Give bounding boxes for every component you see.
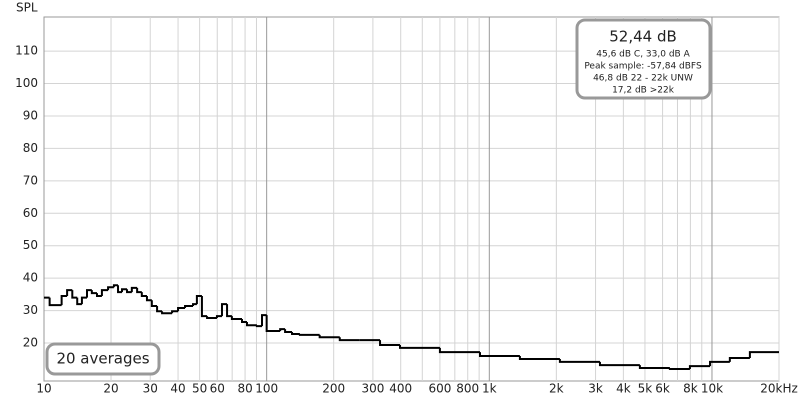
x-tick-label: 800: [456, 382, 479, 396]
x-tick-label: 20: [103, 382, 118, 396]
spl-step: [200, 296, 208, 318]
x-tick-label: 40: [170, 382, 185, 396]
spl-step: [60, 295, 68, 306]
x-tick-label: 6k: [655, 382, 670, 396]
spl-step: [748, 351, 779, 358]
spl-step: [668, 367, 690, 370]
spl-step: [100, 289, 109, 297]
y-tick-label: 110: [15, 44, 38, 58]
spl-step: [518, 356, 560, 360]
spl-step: [598, 361, 640, 367]
spl-step: [255, 325, 263, 328]
x-tick-label: 5k: [638, 382, 653, 396]
spl-step: [709, 360, 730, 367]
x-tick-label: 4k: [616, 382, 631, 396]
x-tick-label: 50: [192, 382, 207, 396]
x-tick-label: 60: [210, 382, 225, 396]
y-axis-label: SPL: [16, 1, 38, 15]
x-tick-label: 80: [237, 382, 252, 396]
spl-step: [184, 305, 194, 309]
spl-step: [126, 289, 132, 294]
spl-step: [230, 316, 243, 321]
spl-step: [120, 288, 128, 293]
spl-step: [140, 292, 147, 298]
info-line: 17,2 dB >22k: [612, 86, 675, 96]
spl-step: [478, 352, 520, 358]
spl-step: [112, 284, 119, 288]
spl-step: [145, 296, 152, 302]
y-tick-label: 30: [23, 303, 38, 317]
spl-step: [71, 290, 78, 299]
x-tick-label: 200: [322, 382, 345, 396]
x-tick-label: 600: [428, 382, 451, 396]
info-line: Peak sample: -57,84 dBFS: [584, 62, 702, 72]
x-tick-label: 3k: [588, 382, 603, 396]
spl-step: [161, 311, 173, 315]
spl-step: [338, 337, 360, 342]
spl-step: [136, 287, 142, 294]
spl-step: [117, 285, 122, 294]
averages-box: [45, 342, 161, 376]
spl-step: [438, 347, 480, 354]
spl-step: [156, 306, 163, 313]
info-line: 46,8 dB 22 - 22k UNW: [593, 74, 693, 84]
x-tick-label: 10k: [701, 382, 723, 396]
spl-step: [245, 321, 257, 327]
info-box: [575, 18, 712, 100]
y-tick-label: 100: [15, 76, 38, 90]
spl-step: [220, 303, 228, 317]
spl-step: [226, 304, 232, 318]
spl-step: [107, 286, 114, 291]
spl-step: [318, 334, 340, 339]
spl-step: [177, 307, 186, 312]
spl-step: [638, 365, 670, 370]
y-tick-label: 40: [23, 271, 38, 285]
spl-step: [130, 286, 138, 293]
y-tick-label: 70: [23, 173, 38, 187]
x-tick-label: 400: [389, 382, 412, 396]
y-tick-label: 90: [23, 108, 38, 122]
spl-step: [261, 314, 267, 327]
spl-step: [688, 365, 711, 369]
spl-step: [86, 289, 92, 298]
x-tick-label: 300: [361, 382, 384, 396]
spl-step: [80, 296, 88, 305]
spl-step: [728, 356, 750, 362]
y-tick-label: 50: [23, 238, 38, 252]
spl-step: [291, 332, 300, 335]
y-tick-label: 80: [23, 141, 38, 155]
spl-step: [284, 329, 293, 334]
info-line: 45,6 dB C, 33,0 dB A: [596, 50, 690, 60]
x-tick-label: 100: [255, 382, 278, 396]
spl-step: [150, 300, 158, 308]
x-tick-label: 20kHz: [760, 382, 798, 396]
spl-step: [241, 319, 247, 323]
y-tick-label: 20: [23, 336, 38, 350]
spl-step: [298, 333, 320, 336]
spl-step: [171, 310, 179, 314]
spl-step: [206, 316, 217, 320]
x-tick-label: 1k: [482, 382, 497, 396]
spl-step: [195, 295, 202, 305]
spl-step: [66, 289, 73, 297]
spl-step: [215, 315, 222, 319]
spl-step: [48, 297, 62, 307]
spl-step: [192, 303, 197, 307]
x-tick-label: 2k: [549, 382, 564, 396]
x-tick-label: 8k: [683, 382, 698, 396]
spl-step: [558, 358, 600, 363]
spl-step: [279, 328, 286, 332]
info-title: 52,44 dB: [609, 28, 677, 46]
spl-step: [265, 315, 281, 333]
averages-label: 20 averages: [56, 350, 149, 368]
spl-step: [379, 340, 400, 346]
y-tick-label: 60: [23, 206, 38, 220]
spl-step: [76, 297, 82, 306]
spl-step: [90, 290, 98, 295]
x-tick-label: 10: [36, 382, 51, 396]
spl-step: [96, 293, 102, 298]
spl-step: [398, 344, 440, 349]
x-tick-label: 30: [143, 382, 158, 396]
